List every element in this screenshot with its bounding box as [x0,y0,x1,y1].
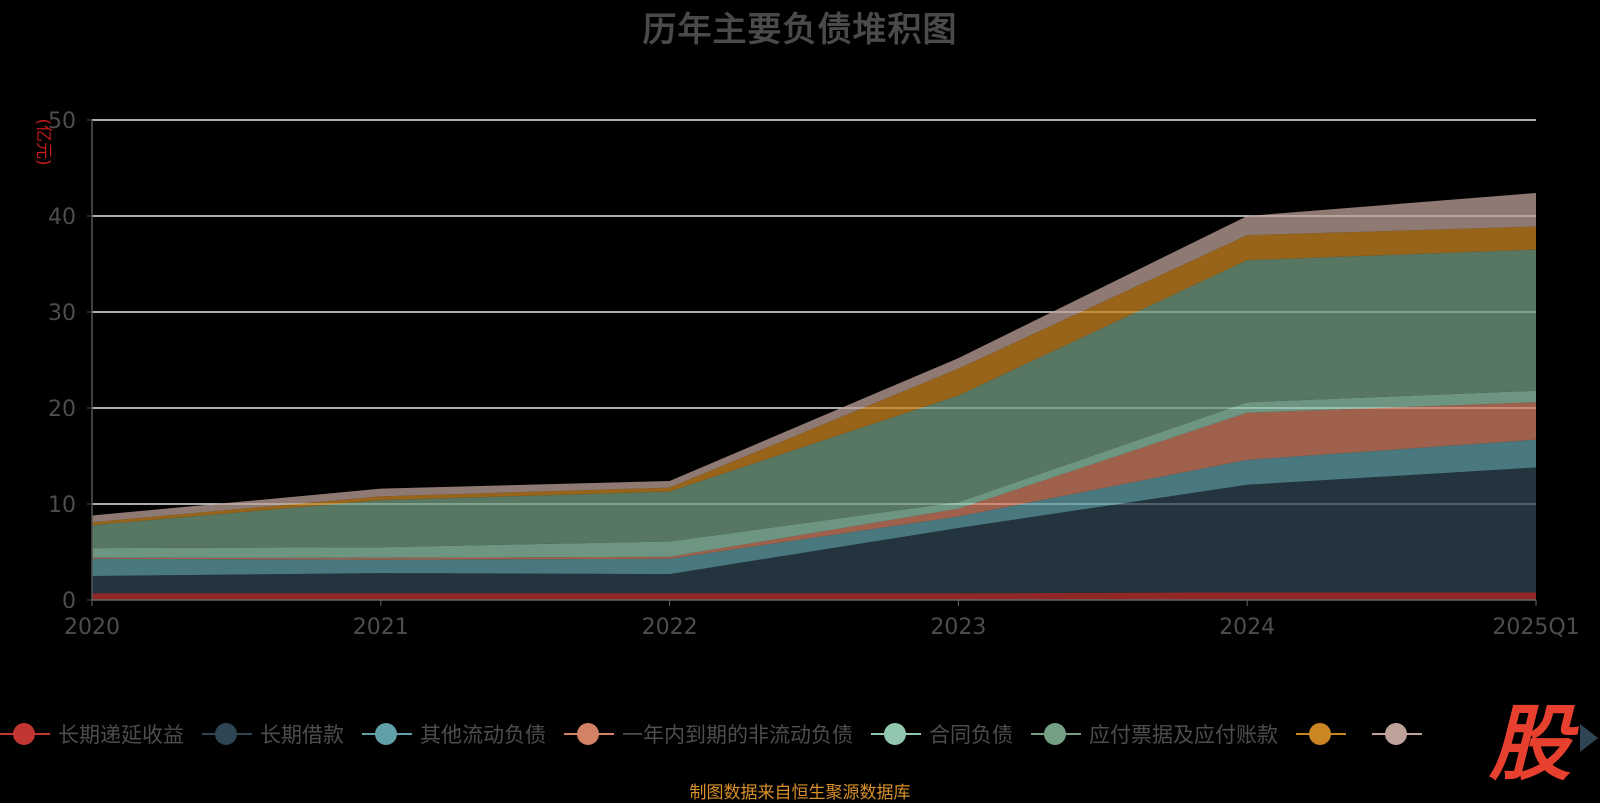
legend-label: 合同负债 [929,723,1013,747]
area-series-7[interactable] [92,192,1536,523]
x-tick-label: 2024 [1219,615,1275,640]
stacked-area-chart: 0 10 20 30 40 50 2020 2021 2022 2023 2024 2025Q1 (亿… [33,109,1580,640]
area-series-5[interactable] [92,249,1536,549]
legend-marker-icon [0,720,50,748]
legend-label: 其他流动负债 [420,723,546,747]
legend-item[interactable]: 长期借款 [202,719,344,749]
y-tick-label: 50 [48,109,76,134]
y-tick-label: 30 [48,301,76,326]
y-tick-label: 10 [48,493,76,518]
area-series [92,192,1536,600]
area-series-4[interactable] [92,390,1536,558]
footer-source-note: 制图数据来自恒生聚源数据库 [689,783,911,803]
legend: 长期递延收益 长期借款 其他流动负债 一年内到期的非流动负债 合同负债 应付票据及应付账款 [0,714,1480,754]
logo: 股 [1489,697,1571,792]
x-tick-label: 2023 [930,615,986,640]
legend-item[interactable]: 一年内到期的非流动负债 [564,719,853,749]
triangle-right-icon[interactable] [1580,724,1598,752]
legend-label: 一年内到期的非流动负债 [622,723,853,747]
legend-label: 长期借款 [260,723,344,747]
y-tick-label: 20 [48,397,76,422]
legend-marker-icon [871,720,921,748]
x-tick-label: 2025Q1 [1492,615,1579,640]
legend-marker-icon [202,720,252,748]
y-axis-label: (亿元) [33,118,53,165]
x-tick-label: 2021 [353,615,409,640]
legend-marker-icon [1031,720,1081,748]
legend-label: 应付票据及应付账款 [1089,723,1278,747]
legend-item[interactable]: 应付票据及应付账款 [1031,719,1278,749]
legend-item[interactable]: 其他流动负债 [362,719,546,749]
legend-marker-icon [564,720,614,748]
legend-item[interactable]: 长期递延收益 [0,719,184,749]
area-series-0[interactable] [92,592,1536,600]
legend-item[interactable]: 合同负债 [871,719,1013,749]
y-tick-label: 0 [62,589,76,614]
legend-marker-icon [1372,720,1422,748]
area-series-1[interactable] [92,467,1536,594]
x-tick-label: 2020 [64,615,120,640]
y-tick-label: 40 [48,205,76,230]
chart-title: 历年主要负债堆积图 [642,10,958,50]
legend-item[interactable] [1296,720,1354,748]
legend-marker-icon [362,720,412,748]
area-series-3[interactable] [92,402,1536,560]
x-tick-label: 2022 [642,615,698,640]
area-series-2[interactable] [92,439,1536,576]
legend-marker-icon [1296,720,1346,748]
legend-label: 长期递延收益 [58,723,184,747]
legend-item[interactable] [1372,720,1430,748]
axes: 0 10 20 30 40 50 2020 2021 2022 2023 2024 2025Q1 [48,109,1580,640]
